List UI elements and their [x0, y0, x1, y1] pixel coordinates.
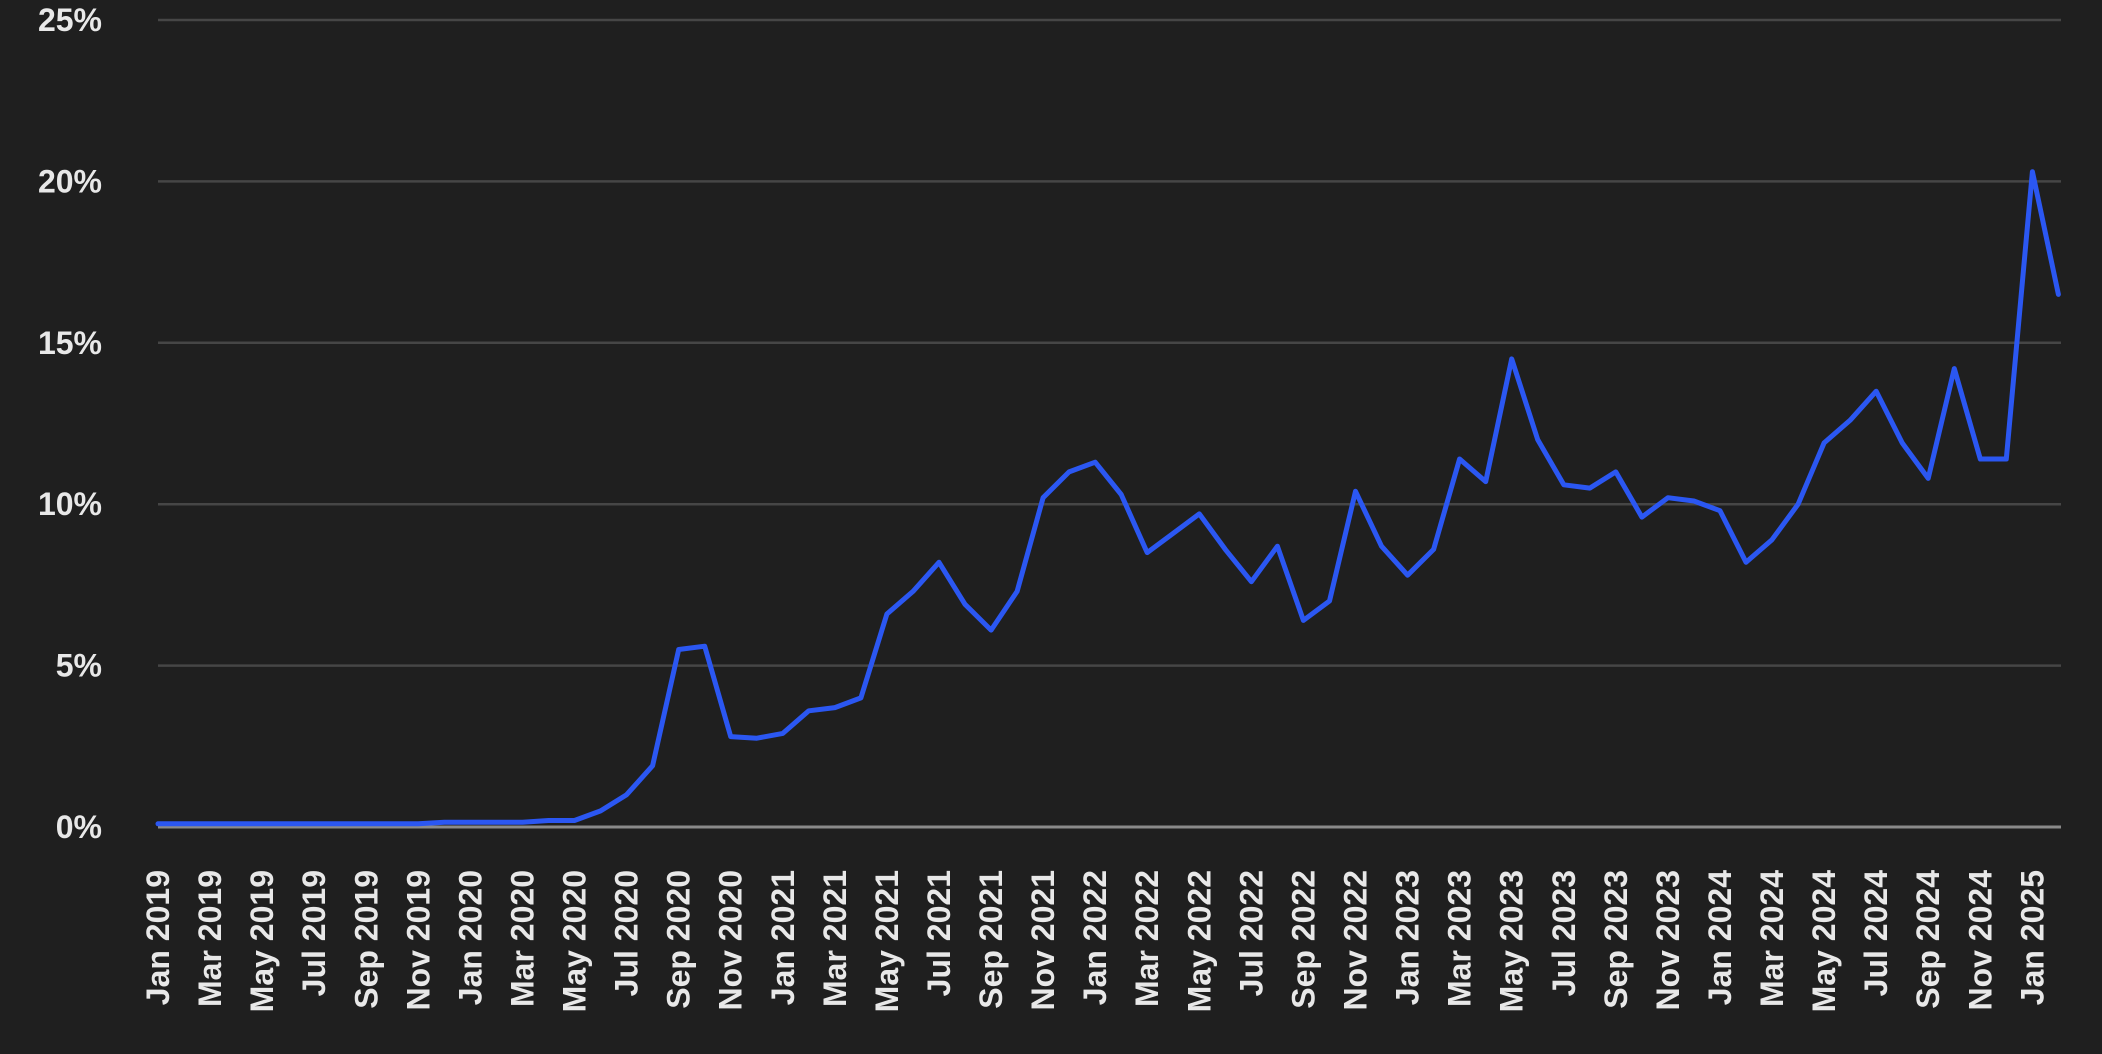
y-tick-label: 15%: [38, 325, 102, 361]
x-tick-label: Nov 2024: [1962, 870, 1998, 1011]
x-tick-label: Sep 2024: [1910, 870, 1946, 1009]
x-tick-label: Sep 2020: [661, 870, 697, 1009]
x-tick-label: Nov 2022: [1338, 870, 1374, 1011]
x-tick-label: Jul 2021: [921, 870, 957, 996]
x-tick-label: Mar 2023: [1442, 870, 1478, 1007]
x-tick-label: May 2021: [869, 870, 905, 1012]
x-tick-label: Mar 2024: [1754, 870, 1790, 1007]
x-tick-label: May 2019: [244, 870, 280, 1012]
x-tick-label: Nov 2021: [1025, 870, 1061, 1011]
x-tick-label: Jan 2024: [1702, 870, 1738, 1005]
x-tick-label: Jul 2022: [1233, 870, 1269, 996]
x-tick-label: Mar 2021: [817, 870, 853, 1007]
x-tick-label: Jul 2023: [1546, 870, 1582, 996]
x-tick-label: Nov 2019: [400, 870, 436, 1011]
x-tick-label: May 2024: [1806, 870, 1842, 1013]
x-tick-label: Sep 2022: [1285, 870, 1321, 1009]
x-tick-label: Jan 2025: [2014, 870, 2050, 1005]
x-tick-label: Jan 2022: [1077, 870, 1113, 1005]
x-tick-label: Jan 2019: [140, 870, 176, 1005]
x-tick-label: Jan 2021: [765, 870, 801, 1005]
x-tick-label: Sep 2023: [1598, 870, 1634, 1009]
y-tick-label: 5%: [56, 648, 102, 684]
x-tick-label: Jan 2020: [452, 870, 488, 1005]
x-tick-label: Jul 2019: [296, 870, 332, 996]
x-tick-label: Mar 2020: [504, 870, 540, 1007]
x-tick-label: Mar 2019: [192, 870, 228, 1007]
x-tick-label: May 2020: [557, 870, 593, 1012]
y-tick-label: 10%: [38, 486, 102, 522]
x-tick-label: Sep 2019: [348, 870, 384, 1009]
x-tick-label: Jul 2024: [1858, 870, 1894, 997]
x-tick-label: Jul 2020: [609, 870, 645, 996]
x-tick-label: Sep 2021: [973, 870, 1009, 1009]
data-line: [155, 169, 2061, 827]
x-tick-label: May 2022: [1181, 870, 1217, 1012]
y-tick-label: 0%: [56, 809, 102, 845]
y-tick-label: 25%: [38, 2, 102, 38]
x-tick-label: Nov 2023: [1650, 870, 1686, 1011]
x-tick-label: Jan 2023: [1390, 870, 1426, 1005]
x-tick-label: May 2023: [1494, 870, 1530, 1012]
y-tick-label: 20%: [38, 163, 102, 199]
x-tick-label: Mar 2022: [1129, 870, 1165, 1007]
x-tick-label: Nov 2020: [713, 870, 749, 1011]
